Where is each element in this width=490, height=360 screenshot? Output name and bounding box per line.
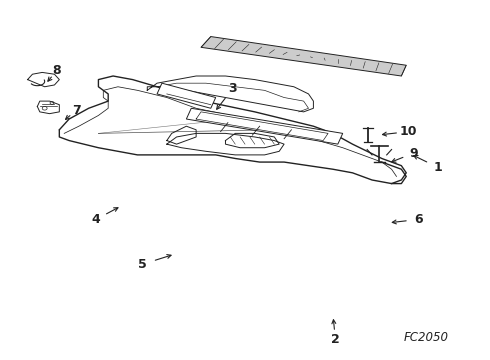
Polygon shape — [157, 83, 216, 108]
Text: 6: 6 — [414, 213, 423, 226]
Polygon shape — [201, 37, 406, 76]
Text: 9: 9 — [409, 147, 418, 159]
Text: 3: 3 — [228, 82, 237, 95]
Text: 10: 10 — [400, 125, 417, 138]
Text: 5: 5 — [138, 258, 147, 271]
Text: 2: 2 — [331, 333, 340, 346]
Polygon shape — [186, 108, 343, 144]
Text: 4: 4 — [92, 213, 100, 226]
Text: FC2050: FC2050 — [403, 331, 448, 344]
Text: 1: 1 — [434, 161, 442, 174]
Polygon shape — [37, 101, 59, 114]
Text: 8: 8 — [52, 64, 61, 77]
Polygon shape — [27, 72, 59, 87]
Text: 7: 7 — [72, 104, 81, 117]
